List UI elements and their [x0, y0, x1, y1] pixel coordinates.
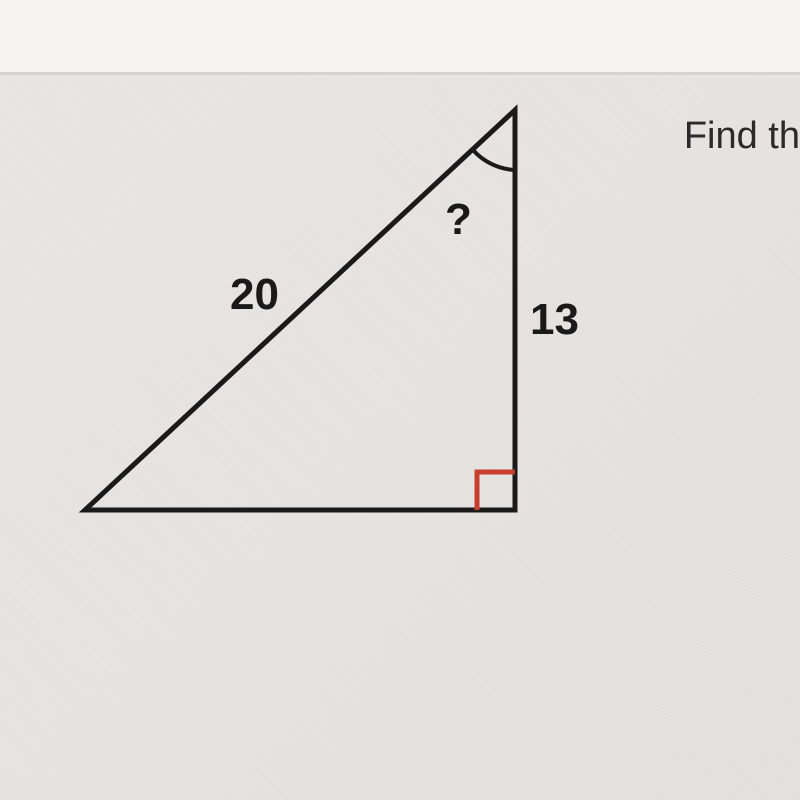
- angle-arc: [473, 150, 515, 170]
- hypotenuse-label: 20: [230, 270, 279, 320]
- triangle-diagram: 20 13 ?: [60, 95, 580, 535]
- unknown-angle-label: ?: [445, 195, 472, 245]
- header-bar: [0, 0, 800, 75]
- right-angle-marker: [477, 472, 515, 510]
- triangle-path: [85, 110, 515, 510]
- triangle-svg: [60, 95, 580, 535]
- adjacent-label: 13: [530, 295, 579, 345]
- question-prompt: Find th: [684, 115, 800, 158]
